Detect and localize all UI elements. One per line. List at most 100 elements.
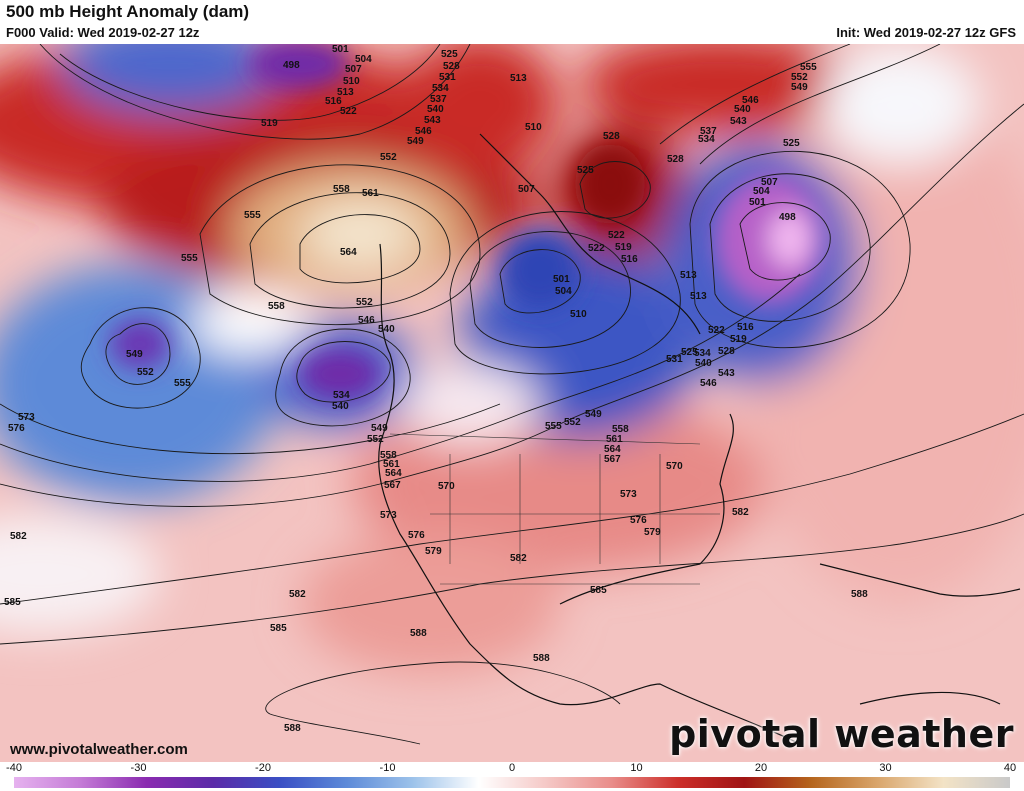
contour-label: 549: [371, 423, 388, 434]
contour-label: 552: [564, 417, 581, 428]
contour-label: 528: [718, 346, 735, 357]
contour-label: 516: [737, 322, 754, 333]
contour-label: 534: [698, 134, 715, 145]
contour-label: 549: [407, 136, 424, 147]
contour-label: 534: [333, 390, 350, 401]
colorbar-tick-label: 20: [754, 762, 768, 774]
contour-label: 507: [345, 64, 362, 75]
height-anomaly-map: 498 501 504 507 510 513 516 519 522 525 …: [0, 44, 1024, 762]
contour-label: 522: [588, 243, 605, 254]
contour-label: 585: [4, 597, 21, 608]
contour-label: 513: [680, 270, 697, 281]
contour-label: 543: [424, 115, 441, 126]
contour-label: 501: [749, 197, 766, 208]
contour-label: 558: [333, 184, 350, 195]
contour-label: 519: [615, 242, 632, 253]
contour-label: 570: [666, 461, 683, 472]
contour-label: 588: [410, 628, 427, 639]
contour-label: 585: [270, 623, 287, 634]
contour-label: 501: [332, 44, 349, 55]
contour-label: 549: [791, 82, 808, 93]
contour-labels: 498 501 504 507 510 513 516 519 522 525 …: [4, 44, 868, 734]
contour-label: 498: [779, 212, 796, 223]
contour-label: 534: [432, 83, 449, 94]
contour-label: 546: [700, 378, 717, 389]
contour-label: 540: [378, 324, 395, 335]
contour-label: 552: [791, 72, 808, 83]
contour-label: 558: [268, 301, 285, 312]
contour-label: 510: [525, 122, 542, 133]
contour-label: 543: [730, 116, 747, 127]
contour-label: 588: [851, 589, 868, 600]
contour-label: 564: [340, 247, 357, 258]
colorbar-tick-label: 40: [1003, 762, 1017, 774]
contour-label: 546: [415, 126, 432, 137]
contour-label: 531: [666, 354, 683, 365]
contour-label: 558: [380, 450, 397, 461]
contour-label: 552: [380, 152, 397, 163]
borders: [389, 433, 720, 585]
contour-label: 588: [284, 723, 301, 734]
contour-label: 588: [533, 653, 550, 664]
contour-label: 507: [518, 184, 535, 195]
colorbar-tick-label: -10: [379, 762, 396, 774]
contour-label: 570: [438, 481, 455, 492]
contour-label: 510: [570, 309, 587, 320]
colorbar: -40 -30 -20 -10 0 10 20 30 40: [0, 762, 1024, 791]
colorbar-tick-label: -20: [255, 762, 271, 774]
valid-time: F000 Valid: Wed 2019-02-27 12z: [6, 25, 200, 40]
contour-label: 561: [362, 188, 379, 199]
contour-label: 522: [608, 230, 625, 241]
contour-label: 504: [753, 186, 770, 197]
contour-label: 555: [174, 378, 191, 389]
contour-label: 519: [730, 334, 747, 345]
contour-label: 555: [545, 421, 562, 432]
contour-label: 579: [425, 546, 442, 557]
contour-label: 573: [18, 412, 35, 423]
contour-label: 528: [667, 154, 684, 165]
colorbar-tick-label: 10: [630, 762, 643, 774]
contour-label: 531: [439, 72, 456, 83]
contour-label: 561: [606, 434, 623, 445]
contour-label: 525: [681, 347, 698, 358]
contour-label: 576: [408, 530, 425, 541]
contour-label: 510: [343, 76, 360, 87]
colorbar-gradient: [14, 777, 1010, 788]
contour-label: 498: [283, 60, 300, 71]
contour-label: 543: [718, 368, 735, 379]
contour-label: 576: [630, 515, 647, 526]
contour-label: 525: [441, 49, 458, 60]
contour-label: 501: [553, 274, 570, 285]
contour-label: 561: [383, 459, 400, 470]
contour-label: 549: [126, 349, 143, 360]
contour-label: 555: [244, 210, 261, 221]
contour-label: 522: [708, 325, 725, 336]
init-time: Init: Wed 2019-02-27 12z GFS: [836, 25, 1016, 40]
contour-label: 513: [337, 87, 354, 98]
contour-label: 540: [695, 358, 712, 369]
contour-label: 558: [612, 424, 629, 435]
contour-label: 519: [261, 118, 278, 129]
colorbar-tick-label: 30: [879, 762, 892, 774]
contour-label: 582: [510, 553, 527, 564]
contour-label: 567: [604, 454, 621, 465]
contour-label: 564: [385, 468, 402, 479]
contour-label: 564: [604, 444, 621, 455]
colorbar-tick-label: -30: [130, 762, 147, 774]
contour-label: 546: [358, 315, 375, 326]
contour-label: 573: [380, 510, 397, 521]
contour-label: 555: [800, 62, 817, 73]
contour-label: 576: [8, 423, 25, 434]
contour-label: 552: [356, 297, 373, 308]
contour-label: 567: [384, 480, 401, 491]
contour-label: 516: [621, 254, 638, 265]
contour-label: 507: [761, 177, 778, 188]
contour-label: 513: [690, 291, 707, 302]
height-contours: [0, 44, 1024, 745]
source-url: www.pivotalweather.com: [10, 741, 188, 758]
contour-label: 540: [734, 104, 751, 115]
contour-label: 525: [577, 165, 594, 176]
contour-label: 540: [332, 401, 349, 412]
contour-label: 555: [181, 253, 198, 264]
anomaly-cores: [110, 44, 825, 399]
